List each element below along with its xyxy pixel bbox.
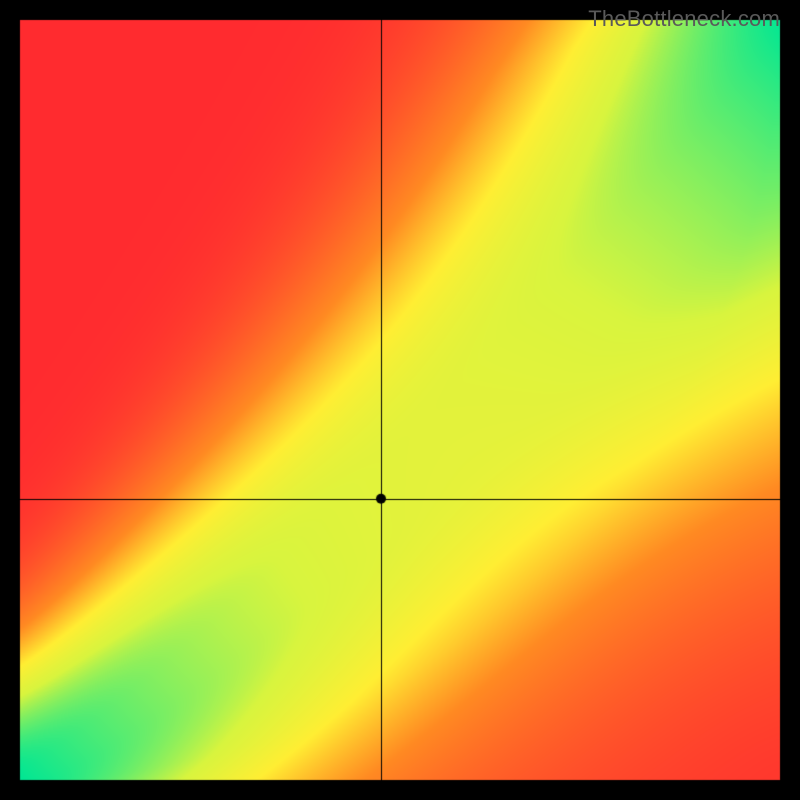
chart-container: TheBottleneck.com [0,0,800,800]
bottleneck-heatmap-canvas [0,0,800,800]
attribution-label: TheBottleneck.com [588,6,780,32]
